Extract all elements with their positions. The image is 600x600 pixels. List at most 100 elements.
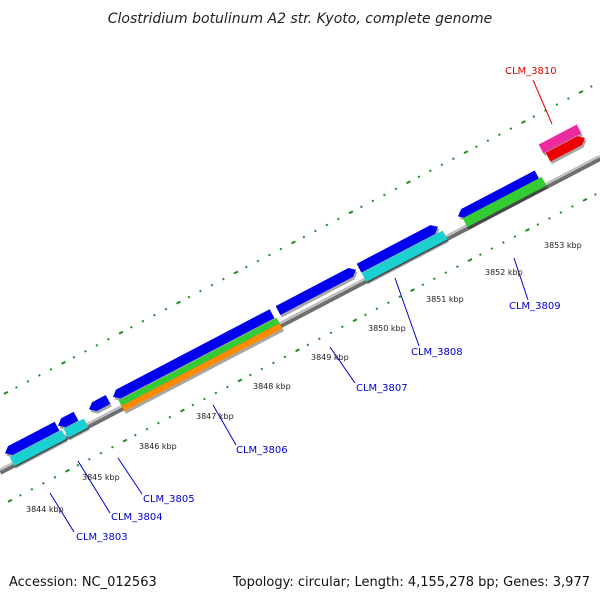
inner-tick	[329, 331, 333, 335]
gene-clm-3806-green[interactable]	[118, 317, 280, 406]
gene-label-clm-3803[interactable]: CLM_3803	[76, 532, 128, 543]
inner-tick	[214, 391, 218, 395]
outer-tick	[245, 265, 248, 269]
gene-label-clm-3809[interactable]: CLM_3809	[509, 301, 561, 312]
gene-clm-3808-feature[interactable]	[361, 230, 448, 282]
kbp-label-3852: 3852 kbp	[485, 268, 523, 277]
gene-clm-3807-cds[interactable]	[275, 268, 356, 315]
inner-tick	[559, 211, 563, 214]
inner-tick	[421, 283, 425, 287]
gene-label-clm-3804[interactable]: CLM_3804	[111, 512, 163, 523]
kbp-label-3847: 3847 kbp	[196, 412, 234, 421]
outer-tick	[417, 175, 421, 179]
outer-tick	[532, 115, 536, 118]
outer-tick	[371, 199, 375, 203]
kbp-label-3850: 3850 kbp	[368, 324, 406, 333]
accession-text: Accession: NC_012563	[9, 575, 157, 590]
leader-clm-3809	[513, 257, 529, 301]
inner-tick	[318, 337, 321, 341]
inner-tick	[364, 313, 367, 317]
inner-tick	[433, 277, 436, 281]
outer-tick	[348, 210, 354, 215]
inner-tick	[502, 241, 505, 244]
leader-clm-3804	[77, 460, 111, 514]
kbp-label-3851: 3851 kbp	[426, 295, 464, 304]
outer-tick	[463, 150, 469, 155]
gene-clm-3810-feature[interactable]	[538, 124, 582, 154]
gene-clm-3804-feature[interactable]	[63, 418, 89, 438]
outer-tick	[187, 295, 191, 299]
map-title: Clostridium botulinum A2 str. Kyoto, com…	[108, 11, 493, 27]
inner-tick	[99, 451, 103, 455]
topology-text: Topology: circular; Length: 4,155,278 bp…	[232, 575, 590, 590]
outer-tick	[256, 259, 260, 263]
inner-tick	[145, 427, 149, 431]
inner-tick	[237, 378, 243, 383]
gene-label-clm-3808[interactable]: CLM_3808	[411, 347, 463, 358]
outer-tick	[26, 380, 30, 383]
gene-clm-3810-cds[interactable]	[545, 136, 585, 162]
inner-tick	[157, 421, 160, 425]
gene-label-clm-3806[interactable]: CLM_3806	[236, 445, 288, 456]
gene-clm-3808-cds[interactable]	[356, 225, 438, 273]
outer-tick	[406, 180, 411, 185]
outer-tick	[153, 313, 156, 317]
gene-label-clm-3807[interactable]: CLM_3807	[356, 383, 408, 394]
inner-tick	[88, 457, 91, 461]
gene-clm-3806-cds[interactable]	[113, 309, 275, 399]
outer-tick	[3, 390, 9, 395]
inner-tick	[111, 445, 114, 449]
inner-tick	[283, 355, 287, 359]
leader-clm-3805	[117, 457, 143, 495]
outer-tick	[555, 103, 559, 106]
outer-tick	[95, 343, 99, 347]
gene-clm-3806-orange[interactable]	[121, 323, 283, 412]
gene-clm-3803-feature[interactable]	[9, 430, 67, 467]
outer-tick	[567, 97, 570, 100]
kbp-label-3849: 3849 kbp	[311, 353, 349, 362]
outer-tick	[521, 120, 526, 124]
inner-tick	[490, 247, 494, 250]
gene-clm-3804-cds[interactable]	[58, 411, 79, 428]
gene-clm-3805-cds[interactable]	[89, 395, 111, 412]
inner-tick	[444, 271, 448, 275]
outer-tick	[233, 270, 239, 275]
outer-tick	[15, 386, 18, 389]
outer-tick	[107, 337, 110, 341]
outer-tick	[590, 85, 593, 88]
outer-tick	[210, 283, 214, 287]
gene-clm-3809-feature[interactable]	[462, 176, 547, 228]
inner-tick	[168, 415, 172, 419]
inner-tick	[30, 487, 34, 491]
outer-tick	[279, 247, 283, 251]
inner-tick	[341, 325, 344, 329]
inner-tick	[53, 475, 57, 479]
inner-tick	[249, 373, 252, 377]
leader-clm-3807	[329, 346, 356, 384]
outer-tick	[291, 240, 296, 245]
outer-tick	[38, 374, 41, 377]
outer-tick	[452, 157, 455, 161]
outer-tick	[130, 325, 133, 329]
inner-tick	[513, 235, 517, 238]
inner-tick	[479, 253, 482, 256]
gene-label-clm-3805[interactable]: CLM_3805	[143, 494, 195, 505]
leader-clm-3808	[394, 277, 420, 347]
outer-tick	[141, 319, 145, 323]
inner-tick	[548, 217, 551, 220]
outer-tick	[486, 139, 490, 143]
outer-tick	[72, 355, 76, 359]
outer-tick	[302, 235, 306, 239]
outer-tick	[84, 349, 87, 353]
inner-tick	[306, 343, 310, 347]
inner-tick	[122, 438, 128, 443]
inner-tick	[375, 307, 379, 311]
inner-tick	[582, 197, 588, 202]
gene-clm-3803-cds[interactable]	[5, 421, 60, 456]
label-leaders	[49, 79, 553, 533]
inner-tick	[525, 228, 530, 232]
outer-tick	[118, 330, 124, 335]
gene-label-clm-3810[interactable]: CLM_3810	[505, 66, 557, 77]
gene-clm-3809-cds[interactable]	[458, 170, 540, 218]
